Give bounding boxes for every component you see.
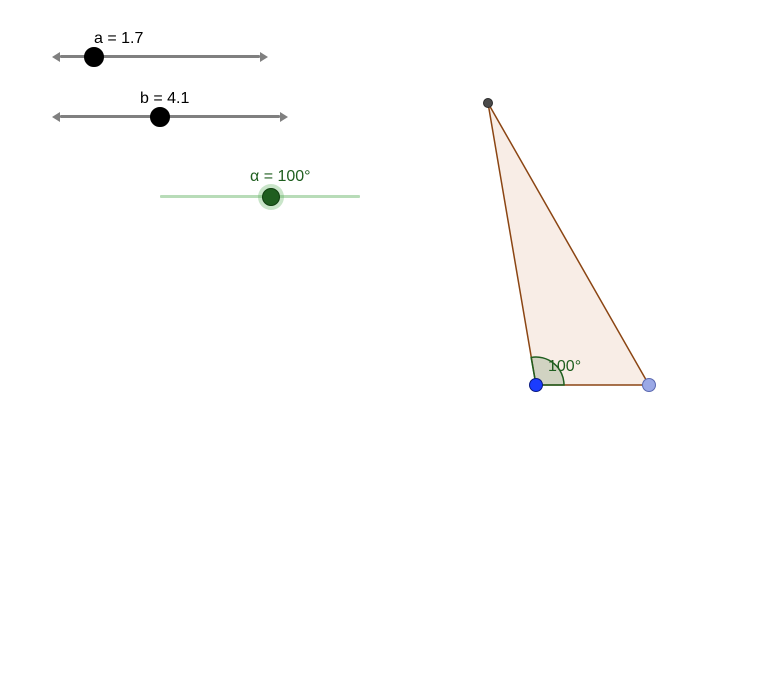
geometry-canvas[interactable] [0, 0, 773, 673]
triangle-vertex-b[interactable] [642, 378, 656, 392]
angle-label: 100° [548, 358, 581, 376]
triangle-vertex-a[interactable] [529, 378, 543, 392]
triangle-vertex-c[interactable] [483, 98, 493, 108]
triangle-shape[interactable] [488, 103, 649, 385]
